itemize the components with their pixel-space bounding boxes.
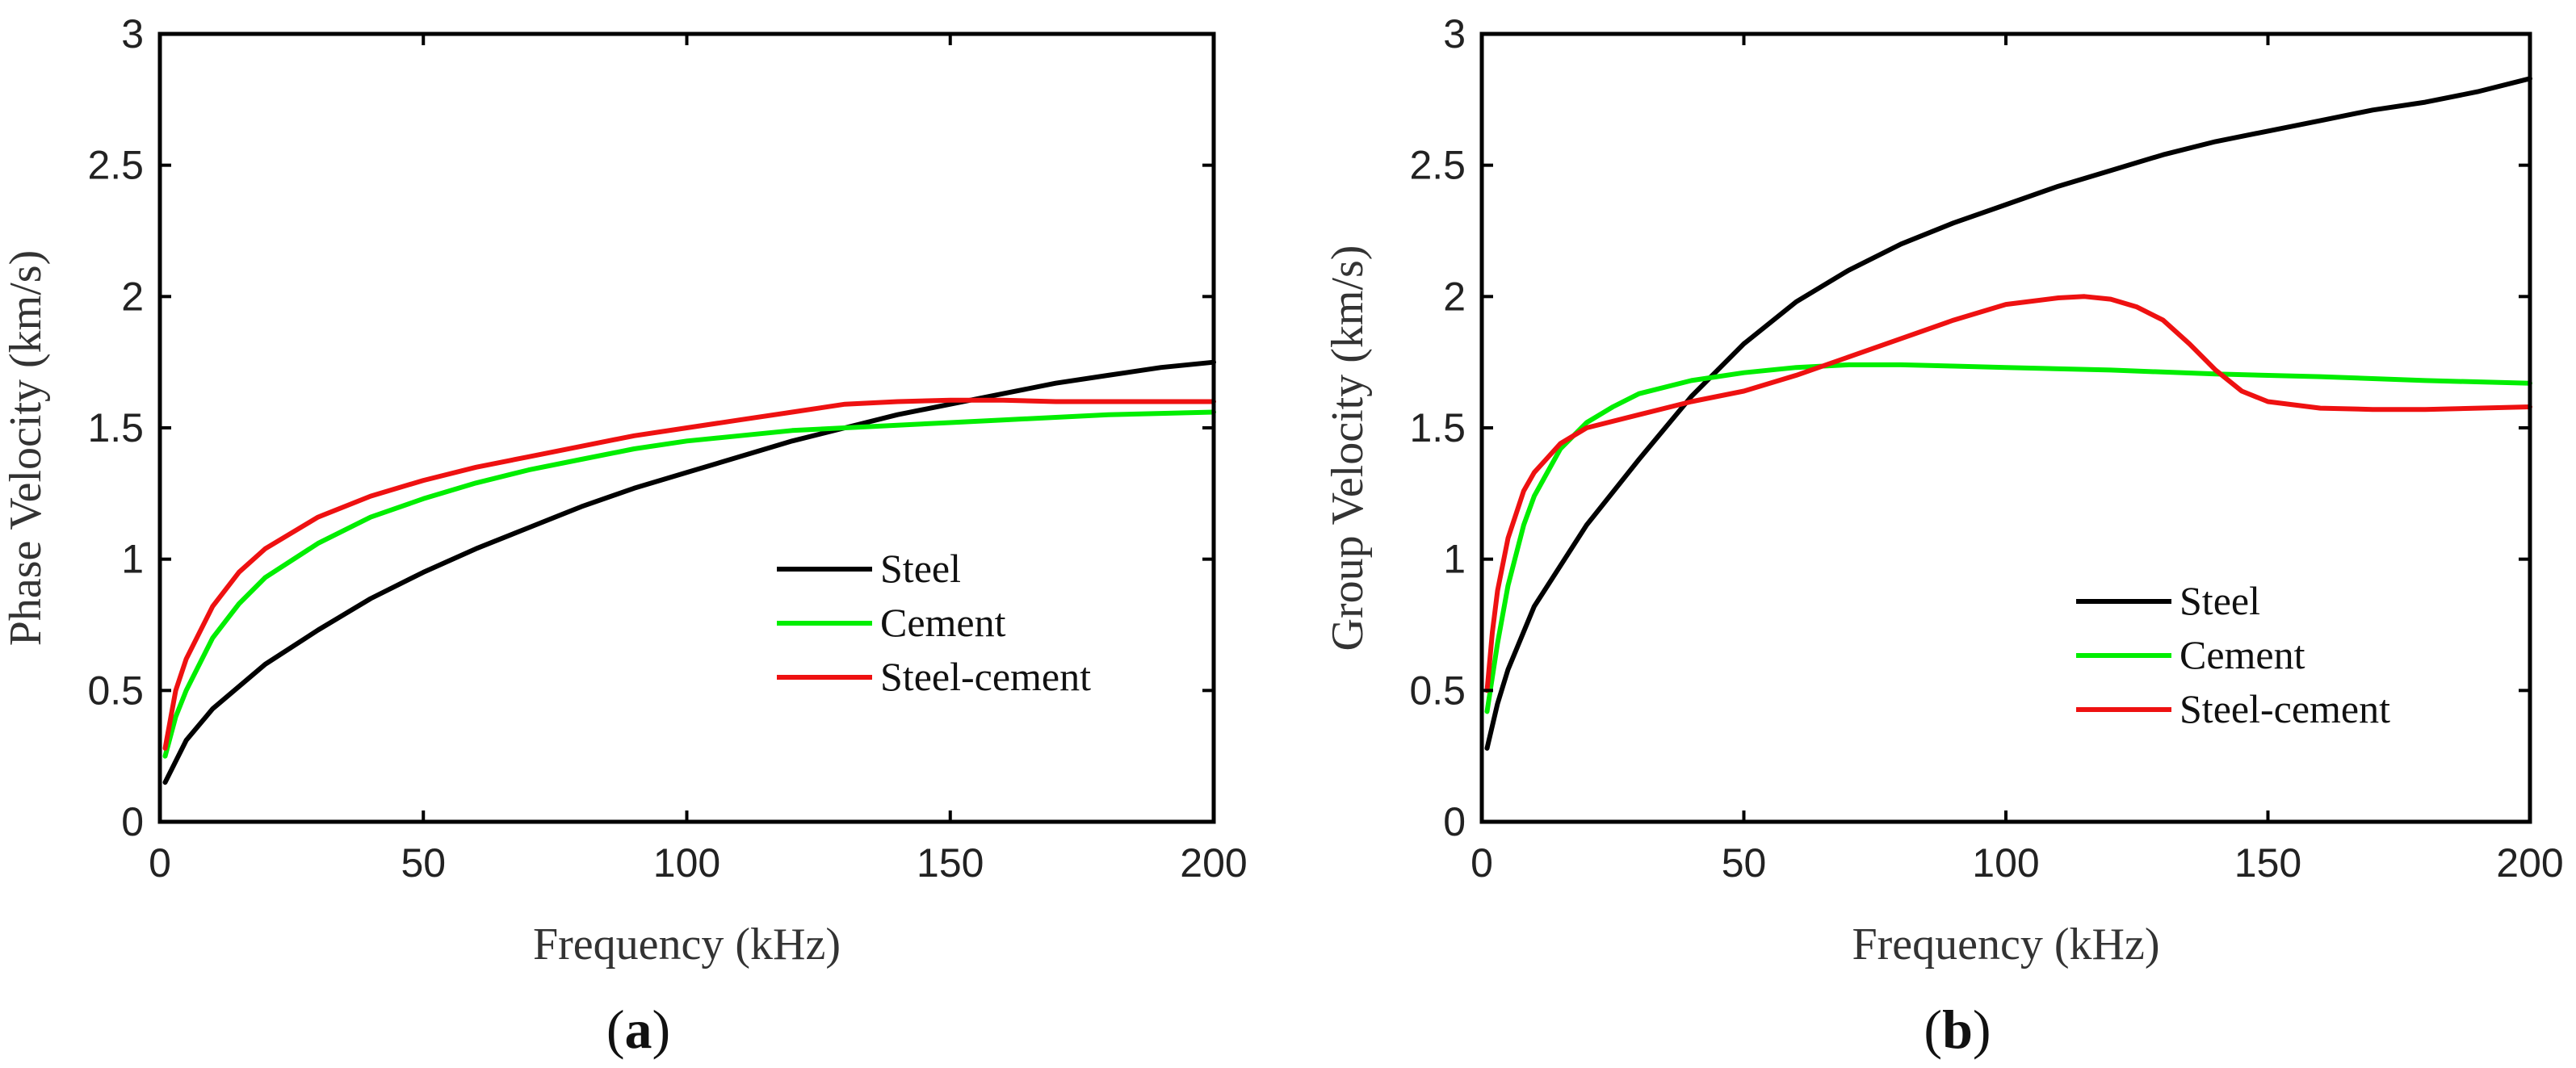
legend-label: Steel-cement [880,654,1091,699]
x-tick-label: 200 [2496,840,2563,886]
y-tick-label: 0.5 [87,668,144,713]
legend-label: Cement [880,600,1006,645]
x-tick-label: 50 [401,840,446,886]
ticks-layer: 0 50 100 150 200 0 0.5 1 1.5 2 2.5 3 [1409,11,2563,886]
y-axis-label: Phase Velocity (km/s) [1,250,51,646]
legend-label: Steel-cement [2180,686,2390,731]
panel-label-b: (b) [1924,999,1991,1060]
x-axis-label: Frequency (kHz) [533,919,841,970]
series-line-steel-cement [162,397,1216,751]
x-tick-label: 100 [1972,840,2039,886]
group-velocity-chart: 0 50 100 150 200 0 0.5 1 1.5 2 2.5 3 Frequency (kHz… [1323,11,2564,1060]
y-tick-label: 1.5 [87,405,144,450]
legend-label: Steel [2180,578,2260,623]
x-tick-label: 150 [917,840,984,886]
y-tick-label: 3 [121,11,144,57]
y-tick-label: 1 [1443,537,1466,582]
y-tick-label: 2.5 [1409,143,1466,188]
legend-label: Cement [2180,632,2305,677]
x-tick-label: 200 [1180,840,1247,886]
series-line-steel [1484,76,2532,751]
series-line-steel-cement [1484,294,2532,693]
panel-label-a: (a) [606,999,670,1060]
y-tick-label: 1 [121,537,144,582]
series-line-cement [1484,362,2532,714]
y-tick-label: 0 [1443,799,1466,844]
y-tick-label: 2.5 [87,143,144,188]
legend-label: Steel [880,546,961,591]
x-tick-label: 0 [1471,840,1493,886]
y-tick-label: 3 [1443,11,1466,57]
ticks-layer: 0 50 100 150 200 0 0.5 1 1.5 2 2.5 3 [87,11,1247,886]
x-tick-label: 100 [653,840,720,886]
y-tick-label: 2 [121,274,144,319]
plot-series-layer [1484,76,2532,751]
x-tick-label: 0 [149,840,171,886]
y-tick-label: 0.5 [1409,668,1466,713]
legend: Steel Cement Steel-cement [2076,578,2390,731]
y-tick-label: 2 [1443,274,1466,319]
series-line-steel [162,359,1216,785]
y-tick-label: 1.5 [1409,405,1466,450]
series-line-cement [162,409,1216,759]
legend: Steel Cement Steel-cement [777,546,1091,699]
plot-series-layer [162,359,1216,785]
x-tick-label: 50 [1722,840,1767,886]
x-tick-label: 150 [2234,840,2301,886]
y-tick-label: 0 [121,799,144,844]
phase-velocity-chart: 0 50 100 150 200 0 0.5 1 1.5 2 2.5 3 Frequency (kHz… [1,11,1248,1060]
x-axis-label: Frequency (kHz) [1852,919,2160,970]
y-axis-label: Group Velocity (km/s) [1323,245,1373,651]
